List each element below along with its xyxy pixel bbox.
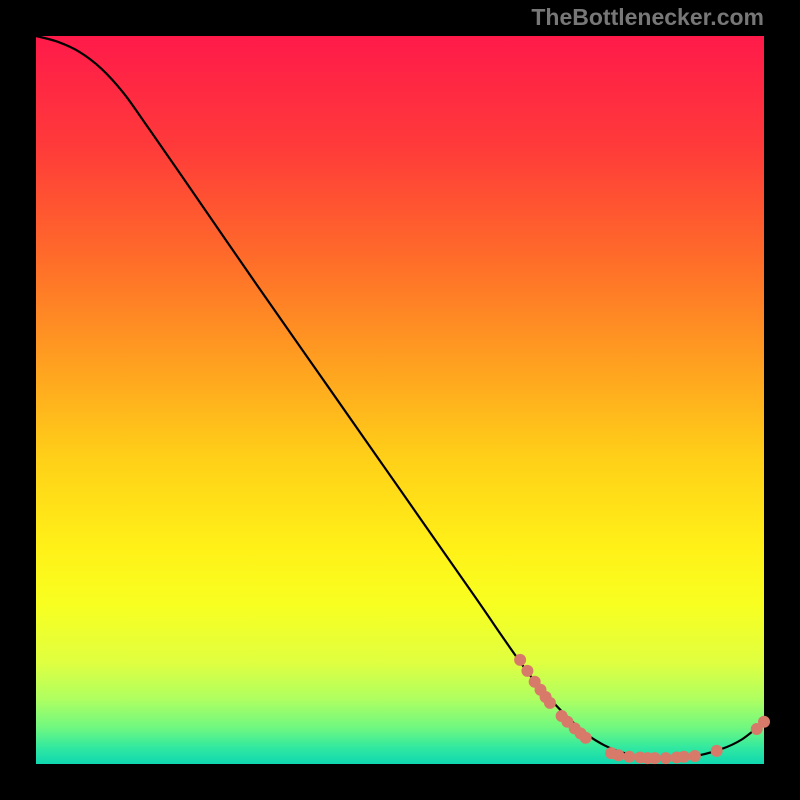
plot-area (36, 36, 764, 764)
canvas: TheBottlenecker.com (0, 0, 800, 800)
watermark-text: TheBottlenecker.com (531, 4, 764, 31)
